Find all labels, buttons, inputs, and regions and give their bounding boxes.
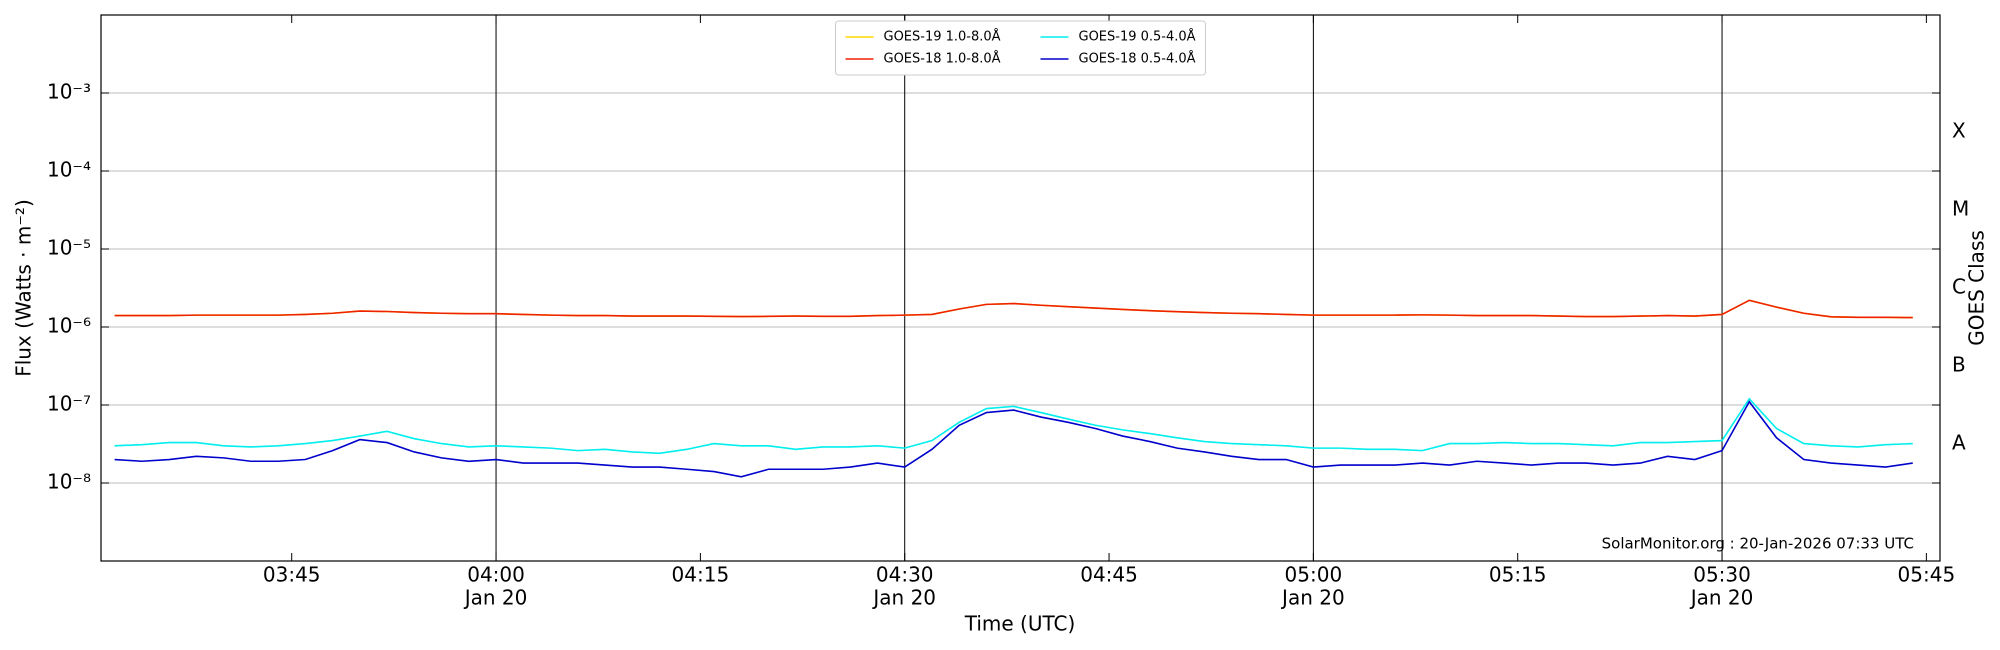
- y-tick-label: 10⁻⁵: [47, 236, 91, 260]
- x-tick-date: Jan 20: [871, 586, 936, 610]
- y-tick-label: 10⁻⁷: [47, 392, 91, 416]
- legend-label: GOES-18 1.0-8.0Å: [884, 51, 1001, 67]
- y-tick-label: 10⁻⁸: [47, 470, 91, 494]
- lines: [114, 299, 1913, 478]
- x-tick-date: Jan 20: [1280, 586, 1345, 610]
- x-tick-label: 05:15: [1489, 563, 1547, 587]
- series-line: [114, 299, 1913, 319]
- legend-label: GOES-18 0.5-4.0Å: [1079, 51, 1196, 67]
- y2-axis-label: GOES Class: [1965, 230, 1989, 346]
- series-line: [114, 397, 1913, 455]
- y-tick-label: 10⁻⁴: [47, 158, 91, 182]
- y2-tick-label: B: [1952, 353, 1966, 377]
- legend-box: [835, 20, 1206, 76]
- legend-label: GOES-19 1.0-8.0Å: [884, 29, 1001, 45]
- x-tick-label: 05:45: [1898, 563, 1956, 587]
- x-tick-date: Jan 20: [1689, 586, 1754, 610]
- x-axis-label: Time (UTC): [964, 612, 1076, 636]
- annotation: SolarMonitor.org : 20-Jan-2026 07:33 UTC: [1602, 535, 1914, 553]
- x-tick-label: 04:45: [1080, 563, 1138, 587]
- legend: GOES-19 1.0-8.0Å GOES-18 1.0-8.0Å GOES-19 …: [835, 20, 1206, 76]
- grid: [101, 15, 1940, 561]
- x-tick-label: 05:00: [1285, 563, 1343, 587]
- x-tick-label: 04:30: [876, 563, 934, 587]
- series-line: [114, 400, 1913, 478]
- x-tick-label: 04:15: [672, 563, 730, 587]
- y-tick-label: 10⁻³: [47, 80, 91, 104]
- y2-tick-label: C: [1952, 275, 1966, 299]
- y2-tick-label: M: [1952, 197, 1969, 221]
- y2-tick-label: X: [1952, 119, 1966, 143]
- x-tick-date: Jan 20: [463, 586, 528, 610]
- y-axis-label: Flux (Watts · m⁻²): [12, 199, 36, 377]
- x-tick-label: 04:00: [467, 563, 525, 587]
- y-tick-label: 10⁻⁶: [47, 314, 91, 338]
- y2-tick-label: A: [1952, 431, 1966, 455]
- plot-frame: [100, 14, 1941, 562]
- legend-label: GOES-19 0.5-4.0Å: [1079, 29, 1196, 45]
- x-tick-label: 05:30: [1693, 563, 1751, 587]
- x-tick-label: 03:45: [263, 563, 321, 587]
